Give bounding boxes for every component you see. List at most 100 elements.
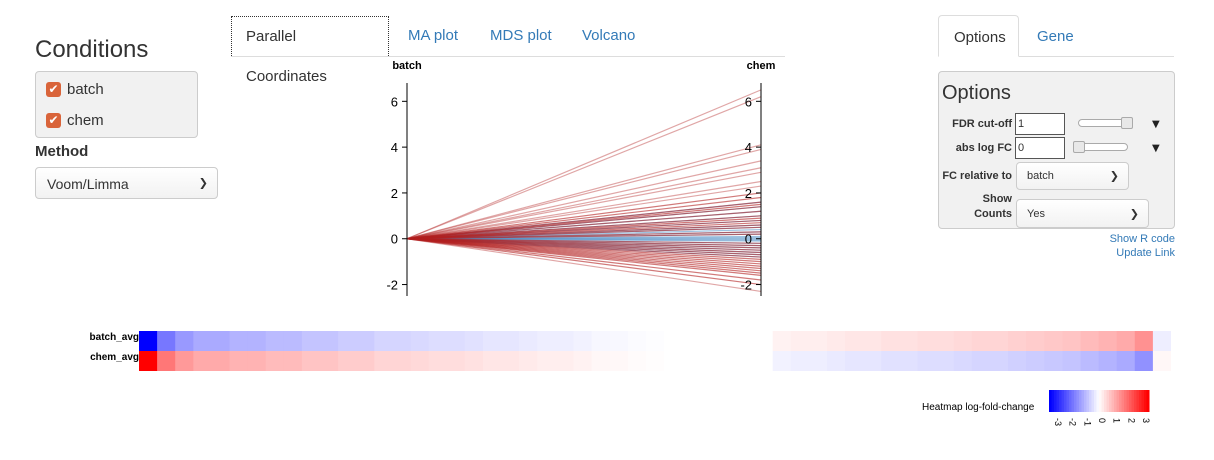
series-line-red (406, 160, 762, 240)
heatmap-cell (428, 351, 448, 371)
series-line-red (406, 171, 762, 240)
heatmap-cell (1008, 351, 1027, 371)
legend-swatch (1089, 390, 1092, 412)
heatmap-cell (573, 351, 593, 371)
heatmap-cell (483, 351, 502, 371)
tab-options[interactable]: Options (938, 15, 1019, 57)
fc-relative-select[interactable]: batch ❯ (1016, 162, 1129, 190)
series-line-red (406, 233, 762, 240)
show-counts-select[interactable]: Yes ❯ (1016, 199, 1149, 228)
caret-down-icon[interactable]: ▼ (1152, 119, 1160, 130)
chem-tick-label: 0 (745, 232, 752, 247)
series-line-red (406, 148, 762, 240)
heatmap-cell (1026, 351, 1045, 371)
fdr-slider-handle[interactable] (1121, 117, 1133, 129)
heatmap-cell (139, 331, 158, 351)
legend-tick-label: 2 (1126, 418, 1136, 423)
series-line-red (406, 238, 762, 276)
heatmap-cell (555, 331, 575, 351)
heatmap-cell (953, 351, 973, 371)
legend-swatch (1094, 390, 1097, 412)
heatmap-cell (754, 351, 774, 371)
chevron-down-icon: ❯ (198, 176, 208, 190)
show-r-code-link[interactable]: Show R code (1109, 233, 1175, 245)
method-select-value: Voom/Limma (47, 176, 129, 192)
heatmap-cell (1152, 351, 1171, 371)
heatmap-cell (301, 331, 321, 351)
tab-ma-plot[interactable]: MA plot (408, 27, 459, 44)
tab-mds-plot[interactable]: MDS plot (490, 27, 552, 44)
tabs-divider (231, 56, 785, 57)
heatmap-cell (537, 331, 556, 351)
heatmap-cell (664, 351, 683, 371)
heatmap-cell (700, 351, 719, 371)
method-select[interactable]: Voom/Limma ❯ (35, 167, 218, 199)
legend-tick-label: 3 (1141, 418, 1151, 423)
heatmap-cell (609, 331, 629, 351)
legend-swatch (1096, 390, 1100, 412)
heatmap-cell (320, 351, 339, 371)
legend-swatch (1076, 390, 1080, 412)
heatmap-legend-label: Heatmap log-fold-change (922, 402, 1035, 413)
checkbox-checked-icon[interactable]: ✔ (46, 82, 61, 97)
series-line-red (406, 196, 762, 240)
heatmap-cell (718, 351, 737, 371)
heatmap-cell (953, 331, 973, 351)
condition-chem[interactable]: ✔ chem (46, 112, 104, 129)
series-line-red (406, 192, 762, 240)
series-line-red (406, 167, 762, 240)
heatmap-cell (664, 331, 683, 351)
heatmap-cell (175, 351, 194, 371)
fdr-slider[interactable] (1078, 117, 1133, 129)
legend-swatch (1131, 390, 1135, 412)
heatmap-cell (682, 351, 701, 371)
series-line-red (406, 144, 762, 240)
heatmap-cell (790, 331, 810, 351)
abslogfc-input[interactable]: 0 (1015, 137, 1065, 159)
legend-swatch (1109, 390, 1112, 412)
heatmap-cell (1044, 351, 1063, 371)
heatmap-cell (428, 331, 448, 351)
legend-swatch (1071, 390, 1075, 412)
show-counts-label-line2: Counts (974, 208, 1012, 220)
axis-label-batch: batch (392, 60, 422, 72)
heatmap-cell (917, 331, 937, 351)
heatmap-cell (1062, 351, 1081, 371)
heatmap-cell (827, 331, 846, 351)
heatmap-cell (374, 351, 393, 371)
legend-swatch (1049, 390, 1052, 412)
heatmap-cell (338, 331, 357, 351)
heatmap-cell (501, 331, 520, 351)
heatmap-cell (1062, 331, 1081, 351)
series-line-red (406, 206, 762, 240)
heatmap-cell (464, 331, 484, 351)
heatmap-cell (229, 331, 249, 351)
tab-parallel-coordinates[interactable]: Parallel Coordinates (231, 16, 389, 85)
legend-swatch (1146, 390, 1150, 412)
tab-volcano[interactable]: Volcano (582, 27, 636, 44)
conditions-title: Conditions (35, 36, 149, 63)
tab-gene[interactable]: Gene (1037, 28, 1074, 45)
heatmap-cell (157, 351, 176, 371)
heatmap-cell (338, 351, 357, 371)
heatmap-cell (989, 351, 1009, 371)
abslogfc-slider[interactable] (1073, 141, 1128, 153)
condition-batch[interactable]: ✔ batch (46, 81, 104, 98)
abslogfc-slider-handle[interactable] (1073, 141, 1085, 153)
heatmap-cell (827, 351, 846, 371)
heatmap-cell (410, 331, 430, 351)
legend-tick-label: -1 (1082, 418, 1092, 426)
heatmap-cell (736, 331, 756, 351)
legend-swatch (1059, 390, 1062, 412)
legend-swatch (1081, 390, 1085, 412)
caret-down-icon[interactable]: ▼ (1152, 143, 1160, 154)
chem-tick-label: -2 (740, 278, 752, 293)
heatmap-cell (863, 331, 882, 351)
legend-swatch (1104, 390, 1107, 412)
heatmap (139, 331, 1171, 371)
checkbox-checked-icon[interactable]: ✔ (46, 113, 61, 128)
update-link[interactable]: Update Link (1116, 247, 1175, 259)
fdr-input[interactable]: 1 (1015, 113, 1065, 135)
heatmap-cell (301, 351, 321, 371)
heatmap-cell (247, 331, 267, 351)
